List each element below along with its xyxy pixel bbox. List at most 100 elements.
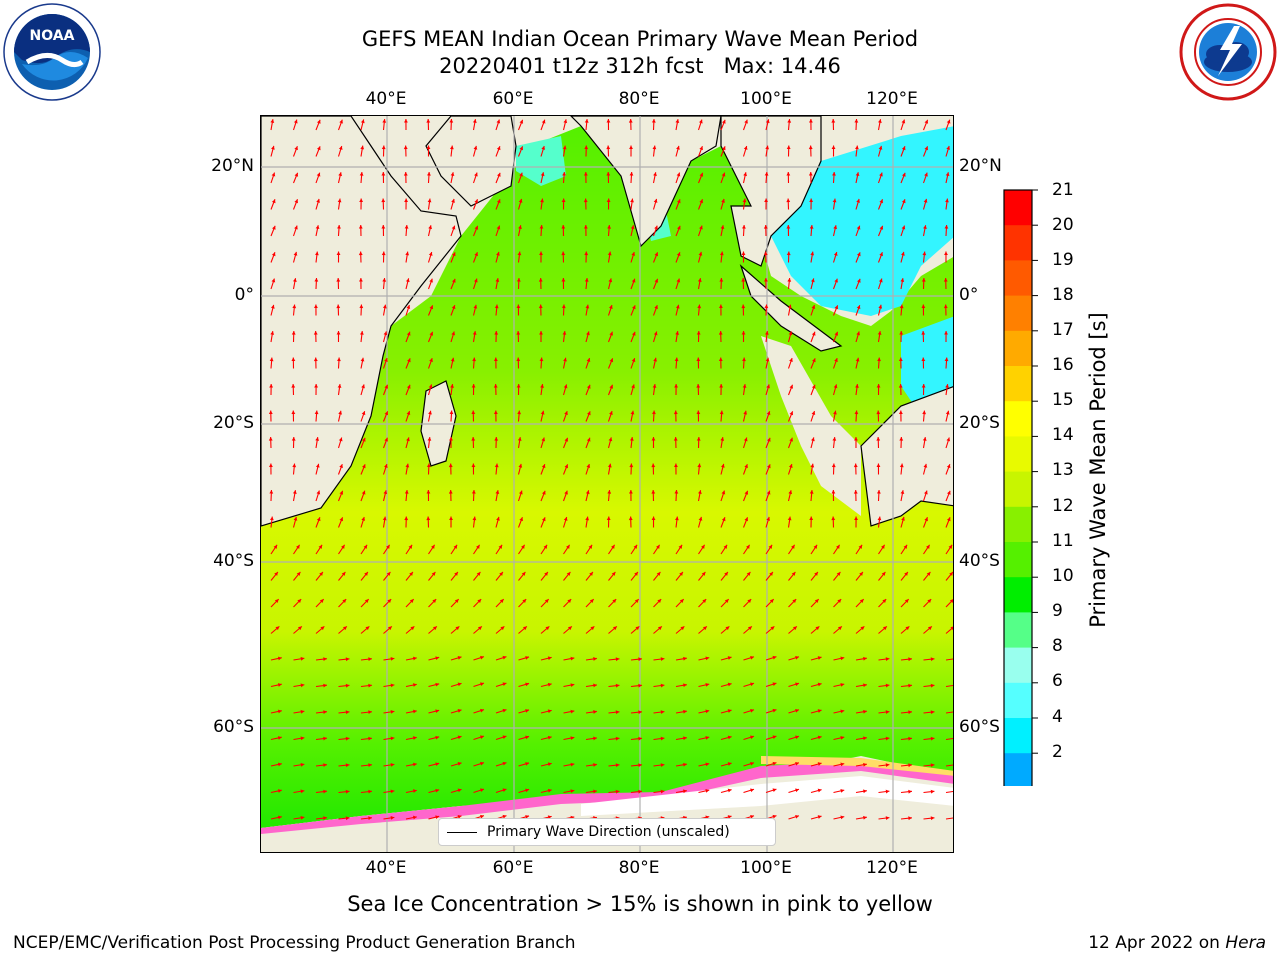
wave-arrow-head [337, 198, 342, 203]
wave-arrow-head [834, 278, 838, 283]
wave-arrow-head [494, 331, 499, 335]
wave-arrow-head [719, 278, 724, 282]
wave-arrow-head [275, 626, 280, 631]
wave-arrow-head [746, 571, 751, 576]
wave-arrow-head [772, 708, 777, 713]
wave-arrow-head [654, 225, 658, 230]
wave-arrow-head [386, 571, 391, 576]
wave-arrow-head [769, 571, 773, 576]
wave-arrow-head [561, 225, 566, 229]
wave-arrow-head [953, 710, 954, 714]
wave-arrow-head [562, 145, 567, 150]
wave-arrow-head [292, 278, 297, 282]
wave-arrow-head [519, 172, 523, 177]
colorbar-segment [1004, 295, 1032, 332]
wave-arrow-head [840, 736, 845, 740]
wave-arrow-head [856, 225, 861, 230]
wave-arrow-head [583, 225, 588, 229]
colorbar-segment [1004, 612, 1032, 649]
wave-arrow-head [676, 252, 681, 257]
wave-period-map [260, 115, 954, 853]
wave-arrow-head [814, 571, 818, 576]
colorbar-tick: 9 [1052, 601, 1063, 621]
wave-arrow-head [480, 682, 484, 687]
wave-arrow-head [831, 463, 836, 468]
wave-arrow-head [699, 146, 703, 151]
wave-arrow-head [584, 251, 589, 256]
wave-arrow-head [719, 384, 724, 388]
wave-arrow-head [360, 119, 365, 124]
wave-arrow-head [696, 357, 701, 362]
wave-arrow-head [496, 199, 501, 204]
wave-arrow-head [273, 544, 278, 549]
wave-arrow-head [457, 788, 462, 793]
wave-arrow-head [277, 789, 282, 793]
wave-arrow-head [856, 331, 860, 336]
wave-arrow-head [676, 278, 681, 283]
colorbar-tick: 21 [1052, 180, 1074, 200]
wave-arrow-head [787, 304, 792, 309]
wave-arrow-head [660, 657, 665, 661]
wave-arrow-head [654, 252, 659, 257]
wave-arrow-head [386, 544, 390, 549]
wave-arrow-head [817, 682, 822, 687]
wave-arrow-head [429, 305, 434, 310]
wave-arrow-head [809, 490, 814, 494]
wave-arrow-head [924, 172, 928, 177]
wave-arrow-head [547, 682, 552, 687]
wave-arrow-head [651, 119, 656, 123]
wave-arrow-head [471, 410, 476, 415]
wave-arrow-head [699, 172, 704, 177]
wave-arrow-head [899, 331, 904, 335]
wave-arrow-head [924, 146, 929, 151]
wave-arrow-head [857, 278, 861, 283]
wave-arrow-head [678, 544, 683, 549]
wave-arrow-head [480, 708, 484, 713]
wave-arrow-head [292, 463, 297, 468]
left-lat-tick: 40°S [213, 551, 254, 571]
wave-arrow-head [300, 789, 305, 794]
wave-arrow-head [337, 384, 342, 388]
wave-arrow-head [769, 599, 774, 603]
wave-arrow-head [607, 463, 612, 468]
wave-arrow-head [764, 198, 769, 203]
wave-arrow-head [384, 358, 388, 363]
wave-arrow-head [337, 357, 341, 362]
wave-arrow-head [584, 278, 589, 282]
wave-arrow-head [541, 145, 546, 150]
wave-arrow-head [750, 708, 755, 713]
wave-arrow-head [429, 278, 433, 283]
wave-arrow-head [272, 225, 276, 230]
wave-arrow-head [946, 517, 951, 522]
wave-arrow-head [927, 599, 932, 603]
wave-arrow-head [744, 119, 748, 124]
wave-arrow-head [345, 816, 350, 821]
wave-arrow-head [953, 684, 954, 688]
wave-arrow-head [268, 410, 273, 415]
wave-arrow-head [638, 789, 642, 794]
wave-arrow-head [541, 464, 546, 469]
wave-arrow-head [836, 571, 841, 576]
wave-arrow-head [815, 626, 820, 631]
wave-arrow-head [406, 384, 411, 389]
wave-arrow-head [271, 252, 276, 257]
wave-arrow-head [412, 789, 417, 793]
wave-arrow-head [609, 358, 614, 363]
wave-arrow-head [368, 763, 372, 768]
wave-arrow-head [882, 599, 887, 603]
wave-arrow-head [882, 626, 887, 631]
wave-arrow-head [742, 198, 747, 203]
wave-arrow-head [563, 516, 568, 521]
wave-arrow-head [901, 516, 905, 521]
wave-arrow-head [615, 789, 620, 794]
wave-arrow-head [563, 119, 568, 124]
wave-arrow-head [300, 656, 305, 661]
wave-arrow-head [660, 763, 665, 767]
wave-arrow-head [863, 789, 867, 794]
wave-arrow-head [811, 437, 815, 442]
wave-arrow-head [854, 119, 859, 123]
wave-arrow-head [863, 656, 867, 661]
wave-arrow-head [718, 357, 723, 362]
wave-arrow-head [480, 655, 484, 660]
wave-arrow-head [406, 331, 411, 336]
